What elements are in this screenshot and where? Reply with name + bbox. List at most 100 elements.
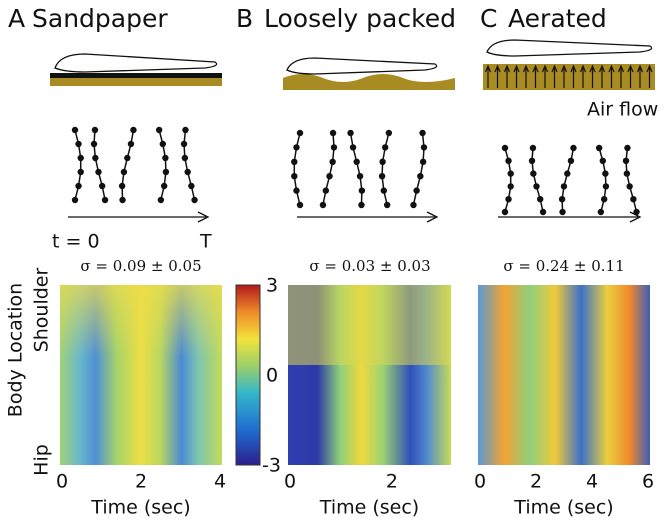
- body-point: [501, 144, 509, 152]
- air-flow-label: Air flow: [587, 99, 658, 121]
- body-point: [507, 170, 514, 177]
- x-tick-label: 0: [56, 471, 68, 493]
- body-point: [120, 168, 128, 176]
- body-point: [533, 183, 540, 190]
- body-point: [622, 157, 630, 164]
- body-point: [536, 196, 544, 203]
- body-point: [155, 126, 163, 134]
- body-point: [127, 140, 135, 148]
- air-arrow-head: [551, 64, 558, 73]
- x-tick-label: 4: [586, 471, 598, 493]
- body-point: [191, 196, 198, 204]
- air-arrow-head: [513, 64, 520, 73]
- body-point: [379, 158, 386, 165]
- body-point: [630, 196, 637, 203]
- air-arrow-head: [494, 64, 501, 73]
- colorbar-tick: 3: [266, 275, 278, 297]
- body-point: [160, 182, 168, 190]
- body-curve: [74, 129, 82, 201]
- y-top: Shoulder: [31, 268, 53, 353]
- x-tick-label: 0: [474, 471, 486, 493]
- body-point: [505, 196, 512, 203]
- y-bottom: Hip: [31, 444, 53, 476]
- body-point: [101, 196, 109, 204]
- air-arrow-head: [646, 64, 653, 73]
- sigma: σ = 0.09 ± 0.05: [80, 257, 201, 275]
- body-curve: [412, 132, 425, 206]
- air-arrow-head: [636, 64, 644, 73]
- body-point: [71, 196, 79, 204]
- body-point: [291, 158, 298, 165]
- body-point: [296, 201, 304, 209]
- body-point: [188, 182, 195, 190]
- air-arrow-head: [484, 64, 492, 73]
- air-arrow-head: [522, 64, 530, 73]
- body-point: [595, 144, 603, 152]
- body-point: [157, 196, 165, 204]
- salamanders: [54, 39, 653, 75]
- body-curve: [93, 129, 106, 201]
- x-tick-label: 2: [386, 471, 398, 493]
- body-curve: [381, 132, 390, 206]
- colorbar-tick: -3: [262, 455, 281, 477]
- body-curve: [121, 129, 135, 201]
- body-curve: [349, 132, 363, 206]
- x-tick-label: 2: [135, 471, 147, 493]
- body-point: [420, 144, 428, 151]
- x-tick-label: 0: [284, 471, 296, 493]
- body-point: [293, 144, 300, 151]
- body-point: [410, 201, 417, 209]
- air-arrow-head: [617, 64, 625, 73]
- body-curve: [625, 147, 638, 213]
- body-point: [358, 201, 365, 209]
- air-arrow-head: [589, 64, 596, 73]
- colorbar: [235, 284, 261, 466]
- air-arrow-head: [579, 64, 587, 73]
- body-curve: [183, 129, 196, 201]
- heatmap-shade: [288, 285, 451, 365]
- body-point: [564, 170, 571, 177]
- body-point: [626, 183, 633, 190]
- body-point: [385, 129, 393, 137]
- x-label: Time (sec): [319, 497, 419, 519]
- body-curve: [322, 132, 335, 206]
- body-point: [181, 154, 189, 162]
- body-point: [75, 182, 82, 190]
- body-point: [182, 126, 189, 134]
- body-point: [358, 187, 366, 194]
- panel-letter: A: [8, 4, 25, 33]
- loose-sand: [283, 74, 455, 90]
- x-label: Time (sec): [90, 497, 190, 519]
- body-point: [319, 201, 327, 209]
- body-point: [90, 140, 98, 148]
- body-point: [296, 129, 304, 137]
- sandpaper: [50, 78, 222, 86]
- sandpaper-top: [50, 73, 222, 78]
- body-point: [162, 154, 169, 162]
- air-arrow-head: [627, 64, 634, 73]
- body-point: [633, 208, 640, 216]
- panel-title: Loosely packed: [264, 4, 456, 33]
- body-curve: [504, 147, 512, 213]
- body-point: [507, 183, 514, 190]
- panel-title: Aerated: [508, 4, 607, 33]
- body-point: [347, 129, 354, 137]
- panel-title: Sandpaper: [32, 4, 168, 33]
- body-curve: [561, 147, 575, 213]
- body-point: [353, 158, 360, 165]
- body-point: [326, 173, 333, 180]
- body-point: [501, 208, 509, 216]
- body-point: [419, 158, 427, 165]
- air-arrow-head: [532, 64, 539, 73]
- body-point: [159, 140, 167, 148]
- body-curves: [71, 126, 640, 216]
- body-point: [539, 208, 547, 216]
- body-point: [624, 144, 631, 152]
- body-point: [75, 140, 82, 148]
- body-point: [597, 208, 605, 216]
- body-point: [356, 173, 364, 180]
- body-point: [293, 187, 300, 194]
- time-arrows: [68, 211, 642, 223]
- body-point: [329, 158, 336, 165]
